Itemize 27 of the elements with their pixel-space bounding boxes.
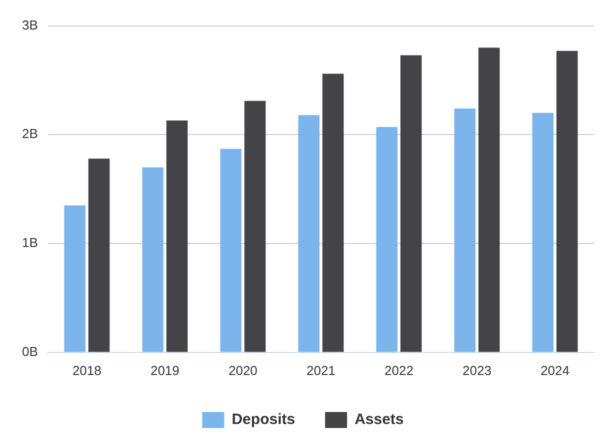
x-tick-label: 2019	[150, 362, 180, 378]
legend-label: Deposits	[232, 411, 296, 428]
bar	[220, 148, 242, 352]
legend-label: Assets	[354, 411, 404, 428]
bar	[64, 205, 86, 352]
x-tick-label: 2023	[462, 362, 492, 378]
y-tick-label: 0B	[22, 344, 38, 359]
y-tick-label: 2B	[22, 126, 38, 142]
y-tick-label: 1B	[22, 235, 38, 250]
bar	[322, 74, 344, 352]
x-tick-label: 2018	[72, 362, 102, 378]
x-tick-label: 2020	[228, 362, 258, 378]
bar	[88, 158, 110, 352]
bar	[376, 127, 398, 352]
bar	[298, 115, 320, 352]
bar	[400, 55, 422, 352]
bar	[532, 112, 554, 352]
bar	[244, 100, 266, 352]
bar	[454, 108, 476, 352]
y-tick-label: 3B	[22, 17, 38, 32]
x-tick-label: 2022	[384, 362, 414, 378]
bar	[556, 50, 578, 352]
bar	[142, 167, 164, 352]
x-tick-label: 2021	[306, 362, 336, 378]
x-tick-label: 2024	[540, 362, 570, 378]
bar	[166, 120, 188, 352]
bar	[478, 48, 500, 352]
